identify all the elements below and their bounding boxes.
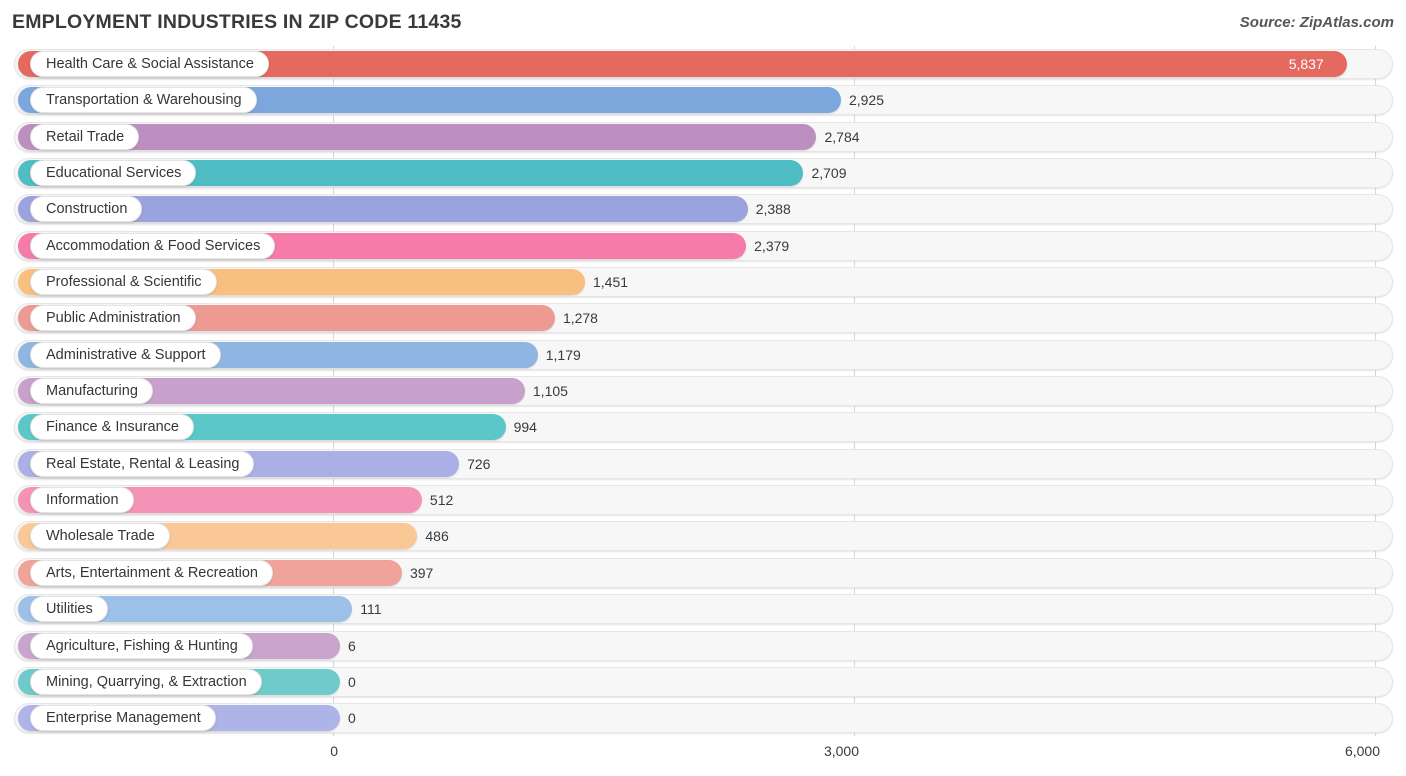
bar-row: Accommodation & Food Services 2,379 [0, 228, 1406, 264]
bar[interactable] [18, 123, 817, 150]
bar-category-label: Finance & Insurance [30, 414, 194, 441]
bar-row: Health Care & Social Assistance 5,837 [0, 46, 1406, 82]
bar-value-label: 994 [513, 419, 537, 436]
bar-category-label: Agriculture, Fishing & Hunting [30, 632, 253, 659]
bar-category-label: Information [30, 487, 134, 514]
bar-row: Enterprise Management 0 [0, 700, 1406, 736]
bar-row: Utilities 111 [0, 591, 1406, 627]
plot-area: Health Care & Social Assistance 5,837 Tran… [0, 46, 1406, 736]
bar-row: Arts, Entertainment & Recreation 397 [0, 555, 1406, 591]
bar-value-label: 6 [348, 637, 356, 654]
bar-category-label: Enterprise Management [30, 705, 216, 732]
bar-row: Construction 2,388 [0, 191, 1406, 227]
bar-row: Educational Services 2,709 [0, 155, 1406, 191]
bar-row: Wholesale Trade 486 [0, 518, 1406, 554]
bar-row: Professional & Scientific 1,451 [0, 264, 1406, 300]
bar-row: Real Estate, Rental & Leasing 726 [0, 446, 1406, 482]
bar-row: Retail Trade 2,784 [0, 119, 1406, 155]
bar-category-label: Health Care & Social Assistance [30, 51, 269, 77]
bar-category-label: Professional & Scientific [30, 269, 217, 296]
bar-value-label: 2,379 [754, 237, 790, 254]
bar-row: Agriculture, Fishing & Hunting 6 [0, 628, 1406, 664]
bar-category-label: Mining, Quarrying, & Extraction [30, 668, 262, 695]
bar-category-label: Manufacturing [30, 378, 153, 405]
bar-row: Public Administration 1,278 [0, 300, 1406, 336]
bar-value-label: 1,278 [562, 310, 598, 327]
source-attribution: Source: ZipAtlas.com [1239, 14, 1394, 31]
axis-tick-label: 0 [330, 743, 338, 759]
bar-value-label: 512 [429, 492, 454, 509]
bar-value-label: 2,709 [811, 165, 847, 182]
bar-value-label: 486 [425, 528, 449, 545]
bar-row: Information 512 [0, 482, 1406, 518]
bar-value-label: 2,388 [755, 201, 791, 218]
bar-value-label: 1,179 [545, 346, 581, 363]
bar-category-label: Real Estate, Rental & Leasing [30, 450, 255, 477]
bar-category-label: Construction [30, 196, 143, 223]
page-title: EMPLOYMENT INDUSTRIES IN ZIP CODE 11435 [12, 11, 462, 33]
bar-category-label: Public Administration [30, 305, 196, 332]
bar-category-label: Accommodation & Food Services [30, 232, 276, 259]
bar-category-label: Wholesale Trade [30, 523, 170, 550]
bar-category-label: Administrative & Support [30, 341, 221, 368]
bar-category-label: Utilities [30, 596, 108, 623]
bar-row: Transportation & Warehousing 2,925 [0, 82, 1406, 118]
bar-value-label: 1,451 [592, 274, 629, 291]
bar-value-label: 0 [348, 673, 356, 690]
bar-row: Finance & Insurance 994 [0, 409, 1406, 445]
bar-row: Manufacturing 1,105 [0, 373, 1406, 409]
bar-value-label: 2,925 [848, 92, 885, 109]
axis-tick-label: 6,000 [1344, 743, 1380, 759]
bar-value-label: 726 [467, 455, 491, 472]
x-axis: 0 3,000 6,000 [0, 736, 1406, 776]
bar-value-label: 2,784 [824, 128, 860, 145]
bar-value-label: 5,837 [1288, 56, 1324, 72]
bar-value-label: 111 [360, 601, 382, 618]
bar-category-label: Transportation & Warehousing [30, 87, 257, 114]
bar-category-label: Retail Trade [30, 123, 140, 150]
bar-value-label: 397 [409, 564, 434, 581]
bar-category-label: Educational Services [30, 160, 197, 187]
axis-tick-label: 3,000 [823, 743, 859, 759]
bar-value-label: 0 [348, 710, 356, 727]
bar-category-label: Arts, Entertainment & Recreation [30, 559, 273, 586]
bar-row: Mining, Quarrying, & Extraction 0 [0, 664, 1406, 700]
bar-row: Administrative & Support 1,179 [0, 337, 1406, 373]
bar-value-label: 1,105 [532, 383, 568, 400]
bar-rows: Health Care & Social Assistance 5,837 Tran… [0, 46, 1406, 737]
